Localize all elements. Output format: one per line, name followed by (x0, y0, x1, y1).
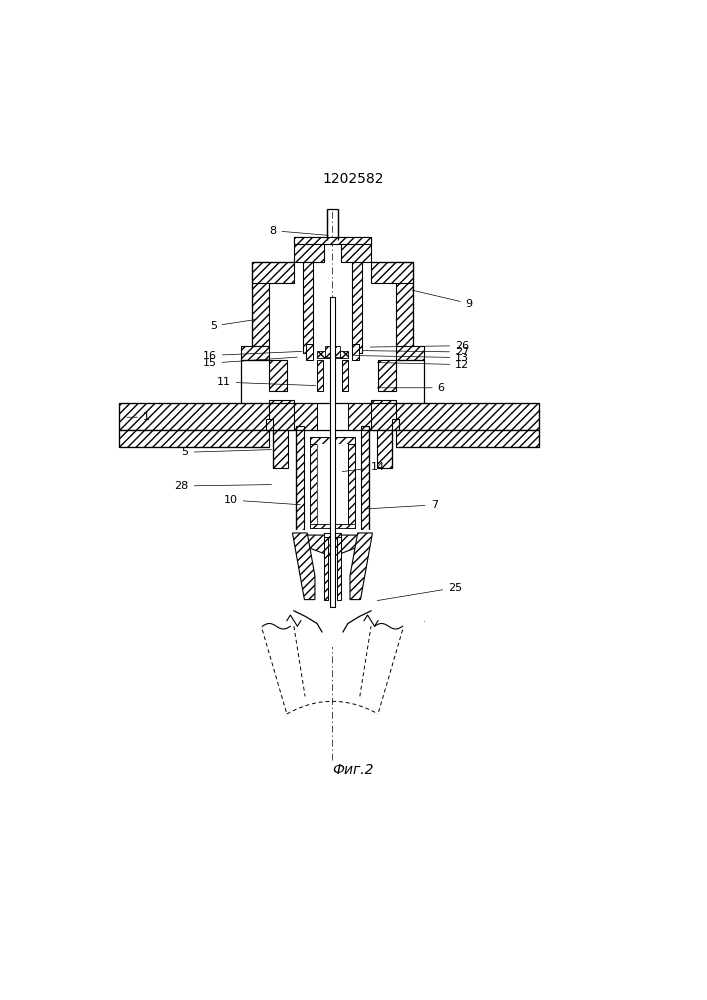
Polygon shape (266, 419, 273, 430)
Text: Фиг.2: Фиг.2 (333, 763, 374, 777)
Polygon shape (361, 426, 369, 532)
Text: 10: 10 (223, 495, 300, 505)
Polygon shape (396, 430, 539, 447)
Polygon shape (310, 437, 317, 528)
Text: 26: 26 (370, 341, 469, 351)
Polygon shape (396, 346, 423, 360)
Polygon shape (294, 237, 324, 262)
Polygon shape (348, 437, 355, 528)
Polygon shape (348, 403, 371, 430)
Text: 25: 25 (378, 583, 462, 601)
Text: 28: 28 (175, 481, 271, 491)
Polygon shape (294, 403, 317, 430)
Polygon shape (350, 533, 373, 600)
Polygon shape (296, 535, 369, 556)
Polygon shape (306, 344, 312, 360)
Polygon shape (294, 237, 371, 244)
Polygon shape (324, 533, 341, 537)
Text: 12: 12 (378, 360, 469, 370)
Polygon shape (325, 346, 340, 357)
Polygon shape (337, 533, 341, 600)
Text: 11: 11 (217, 377, 315, 387)
Polygon shape (377, 430, 392, 468)
Polygon shape (296, 426, 305, 532)
Polygon shape (396, 262, 413, 346)
Polygon shape (392, 419, 399, 430)
Text: 8: 8 (269, 226, 328, 236)
Polygon shape (269, 360, 287, 391)
Polygon shape (293, 537, 312, 607)
Polygon shape (303, 262, 312, 353)
Text: 13: 13 (355, 353, 469, 363)
Polygon shape (332, 537, 369, 612)
Text: 5: 5 (182, 447, 271, 457)
Polygon shape (371, 403, 539, 430)
Polygon shape (269, 400, 294, 430)
Polygon shape (241, 346, 269, 360)
Text: 16: 16 (203, 351, 302, 361)
Polygon shape (352, 262, 362, 353)
Bar (317, 444, 348, 524)
Polygon shape (310, 437, 355, 444)
Text: 14: 14 (342, 462, 385, 472)
Polygon shape (371, 400, 396, 430)
Polygon shape (317, 360, 322, 391)
Polygon shape (296, 537, 332, 612)
Polygon shape (293, 533, 315, 600)
Bar (329, 297, 335, 607)
Polygon shape (273, 430, 288, 468)
Polygon shape (352, 537, 373, 607)
Polygon shape (310, 524, 355, 528)
Polygon shape (378, 360, 396, 391)
Bar (241, 530, 423, 647)
Polygon shape (342, 360, 348, 391)
Text: 5: 5 (210, 319, 256, 331)
Polygon shape (352, 344, 359, 360)
Polygon shape (371, 262, 413, 283)
Text: 9: 9 (412, 290, 473, 309)
Polygon shape (119, 403, 294, 430)
Polygon shape (296, 532, 369, 549)
Polygon shape (317, 351, 348, 358)
Text: 6: 6 (378, 383, 445, 393)
Polygon shape (119, 430, 269, 447)
Text: 1: 1 (127, 412, 150, 422)
Polygon shape (252, 262, 269, 346)
Polygon shape (341, 237, 371, 262)
Polygon shape (252, 262, 294, 283)
Text: 27: 27 (363, 347, 469, 357)
Bar (289, 530, 376, 619)
Polygon shape (324, 533, 328, 600)
Text: 7: 7 (365, 500, 438, 510)
Text: 1202582: 1202582 (323, 172, 384, 186)
Text: 15: 15 (203, 357, 298, 368)
